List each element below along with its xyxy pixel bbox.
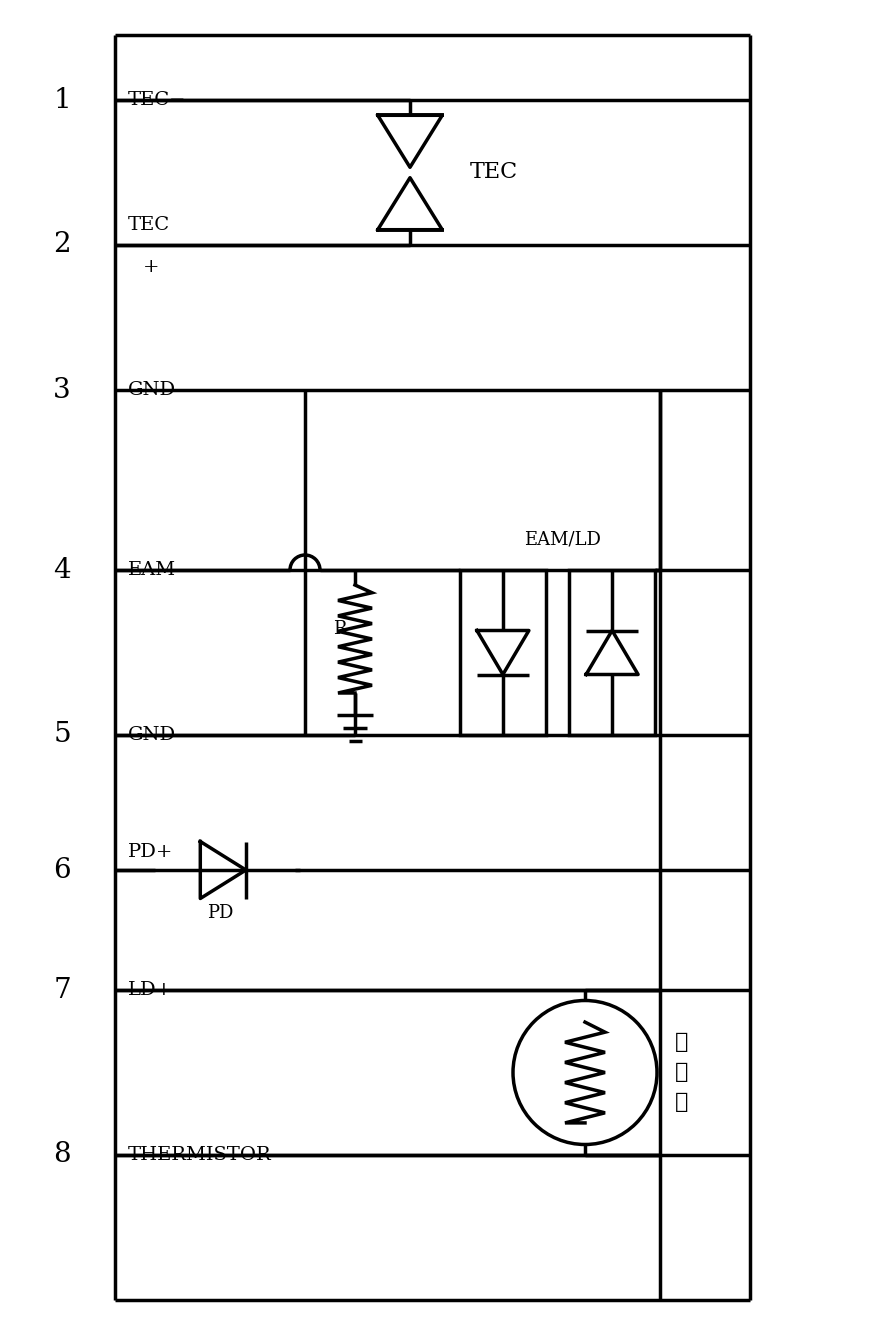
Text: 6: 6 (53, 857, 71, 884)
Text: TEC: TEC (469, 162, 518, 183)
Text: GND: GND (128, 380, 176, 399)
Text: 2: 2 (53, 231, 71, 259)
Text: 3: 3 (53, 376, 71, 403)
Bar (569, 570, 654, 736)
Text: PD+: PD+ (128, 842, 173, 861)
Text: 5: 5 (53, 721, 71, 749)
Text: +: + (143, 258, 159, 276)
Text: R: R (333, 619, 347, 638)
Text: PD: PD (207, 904, 233, 922)
Text: 偶: 偶 (674, 1092, 687, 1112)
Text: THERMISTOR: THERMISTOR (128, 1145, 272, 1164)
Text: 电: 电 (674, 1063, 687, 1083)
Text: LD+: LD+ (128, 981, 173, 999)
Text: EAM/LD: EAM/LD (524, 530, 600, 547)
Text: 4: 4 (53, 557, 71, 583)
Text: EAM: EAM (128, 561, 176, 579)
Text: 热: 热 (674, 1032, 687, 1052)
Text: 7: 7 (53, 976, 71, 1004)
Text: TEC−: TEC− (128, 91, 186, 109)
Text: 1: 1 (53, 87, 71, 113)
Text: 8: 8 (53, 1141, 71, 1168)
Text: TEC: TEC (128, 216, 170, 234)
Bar (460, 570, 545, 736)
Text: GND: GND (128, 726, 176, 744)
